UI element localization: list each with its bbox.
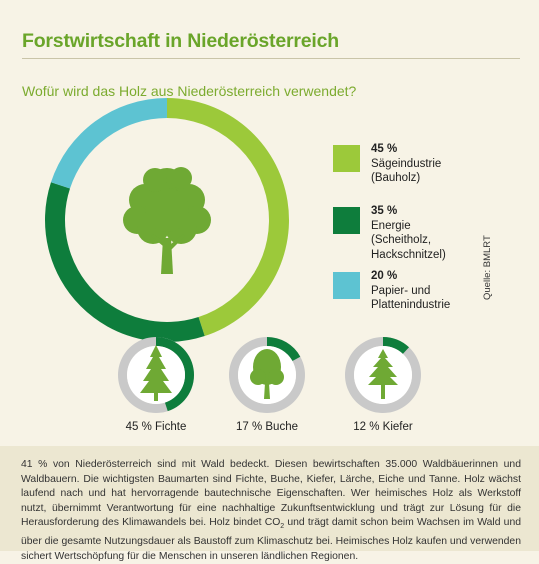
species-label-1: 45 % Fichte (125, 421, 187, 433)
legend-swatch (333, 272, 360, 299)
legend-text: 45 % Sägeindustrie (Bauholz) (371, 142, 441, 186)
footer-subscript: 2 (280, 523, 285, 531)
legend-percentage: 35 % (371, 205, 398, 217)
tree-species-donuts (117, 337, 421, 414)
donut-slice-1 (167, 98, 289, 337)
species-label-2: 17 % Buche (235, 421, 298, 433)
chart-canvas (44, 98, 421, 414)
legend-swatch (333, 207, 360, 234)
legend-swatch (333, 145, 360, 172)
donut-slice-2 (44, 182, 205, 342)
chart-subtitle: Wofür wird das Holz aus Niederösterreich… (22, 83, 357, 99)
legend-percentage: 20 % (371, 270, 398, 282)
species-donut-value-1 (156, 337, 194, 412)
footer-paragraph: 41 % von Niederösterreich sind mit Wald … (21, 458, 521, 564)
usage-donut-chart (44, 98, 289, 342)
info-footer: 41 % von Niederösterreich sind mit Wald … (0, 446, 539, 562)
page-title: Forstwirtschaft in Niederösterreich (22, 30, 339, 52)
title-divider (22, 58, 520, 59)
legend-text: 20 % Papier- und Plattenindustrie (371, 269, 450, 313)
legend-label: Papier- und Plattenindustrie (371, 284, 451, 312)
legend-label: Sägeindustrie (Bauholz) (371, 157, 442, 185)
species-donut-value-3 (383, 337, 410, 354)
species-label-3: 12 % Kiefer (353, 421, 413, 433)
donut-slice-3 (50, 98, 168, 189)
deciduous-tree-icon (123, 167, 211, 274)
species-donut-value-2 (267, 337, 301, 362)
legend-percentage: 45 % (371, 143, 398, 155)
footer-text-before: 41 % von Niederösterreich sind mit Wald … (21, 459, 521, 529)
legend-text: 35 % Energie (Scheitholz, Hackschnitzel) (371, 204, 446, 262)
legend-label: Energie (Scheitholz, Hackschnitzel) (371, 219, 446, 261)
source-note: Quelle: BMLRT (482, 235, 493, 300)
